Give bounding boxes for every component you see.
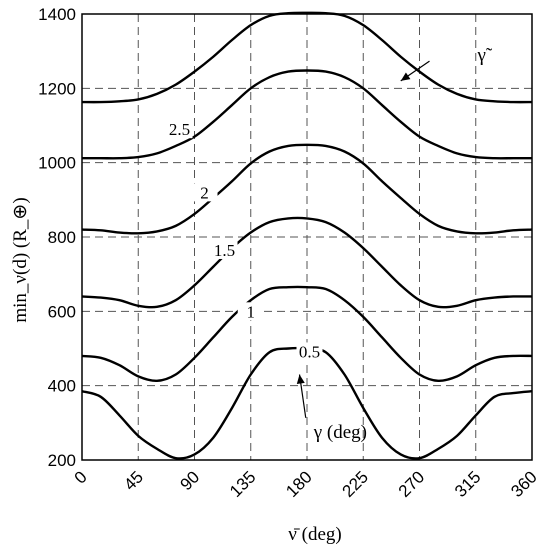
series-line bbox=[81, 346, 533, 460]
x-tick-label: 315 bbox=[451, 467, 484, 500]
curve-label: 0.5 bbox=[299, 342, 320, 361]
curve-label-background bbox=[191, 183, 218, 202]
x-tick-label: 360 bbox=[507, 467, 540, 500]
curve-label: 2 bbox=[200, 183, 209, 202]
series-line bbox=[81, 143, 533, 235]
curve-label: 2.5 bbox=[169, 120, 190, 139]
y-tick-label: 600 bbox=[48, 302, 76, 321]
y-tick-label: 800 bbox=[48, 228, 76, 247]
curves bbox=[81, 11, 533, 460]
annotation-arrow-head bbox=[296, 374, 305, 384]
x-axis-label: ν̄ (deg) bbox=[288, 524, 341, 545]
x-tick-label: 225 bbox=[339, 467, 372, 500]
annotation-arrow-head bbox=[400, 72, 411, 81]
y-tick-label: 1400 bbox=[38, 5, 76, 24]
y-tick-label: 1000 bbox=[38, 154, 76, 173]
annotation-label: γ̃ bbox=[477, 45, 493, 66]
plot-frame bbox=[81, 13, 533, 461]
curve-label-background bbox=[166, 120, 193, 139]
x-tick-label: 45 bbox=[120, 467, 147, 494]
series-line bbox=[81, 11, 533, 104]
annotation-label: γ (deg) bbox=[313, 422, 367, 443]
x-tick-label: 90 bbox=[177, 467, 204, 494]
annotations: γ̃ γ (deg) bbox=[296, 45, 493, 443]
y-tick-label: 400 bbox=[48, 377, 76, 396]
series-line bbox=[81, 285, 533, 383]
curve-label-background bbox=[237, 302, 264, 321]
series-line bbox=[82, 69, 532, 160]
x-tick-label: 270 bbox=[395, 467, 428, 500]
curve-label: 1 bbox=[247, 302, 256, 321]
x-tick-label: 180 bbox=[282, 467, 315, 500]
x-tick-label: 0 bbox=[71, 467, 91, 487]
curve-labels: 0.5 1 1.5 2 2.5 bbox=[166, 120, 323, 361]
y-axis-label: min_ν(d) (R_⊕) bbox=[10, 197, 31, 322]
curve-label-background bbox=[296, 342, 323, 361]
series-line bbox=[81, 216, 533, 309]
curve-label-background bbox=[211, 240, 238, 259]
curve-label: 1.5 bbox=[214, 241, 235, 260]
y-tick-label: 1200 bbox=[38, 79, 76, 98]
y-tick-label: 200 bbox=[48, 451, 76, 470]
grid bbox=[82, 14, 532, 460]
x-tick-label: 135 bbox=[226, 467, 259, 500]
